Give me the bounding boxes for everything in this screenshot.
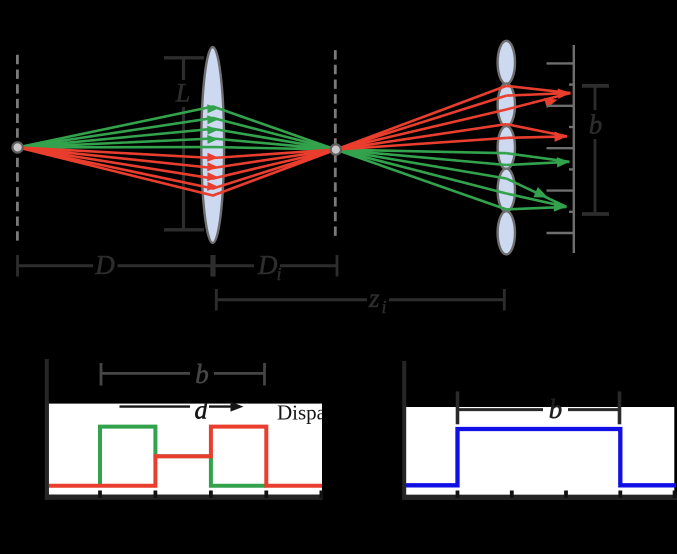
svg-text:b: b — [589, 110, 603, 140]
svg-text:z: z — [368, 283, 380, 313]
svg-text:b: b — [195, 359, 209, 389]
svg-text:D: D — [257, 250, 278, 280]
svg-text:D: D — [94, 250, 115, 280]
svg-text:b: b — [549, 394, 563, 424]
svg-text:i: i — [277, 264, 282, 284]
svg-text:i: i — [382, 297, 387, 317]
svg-text:Disparity: Disparity — [277, 401, 356, 425]
svg-text:d: d — [195, 396, 209, 425]
svg-text:L: L — [175, 79, 190, 108]
